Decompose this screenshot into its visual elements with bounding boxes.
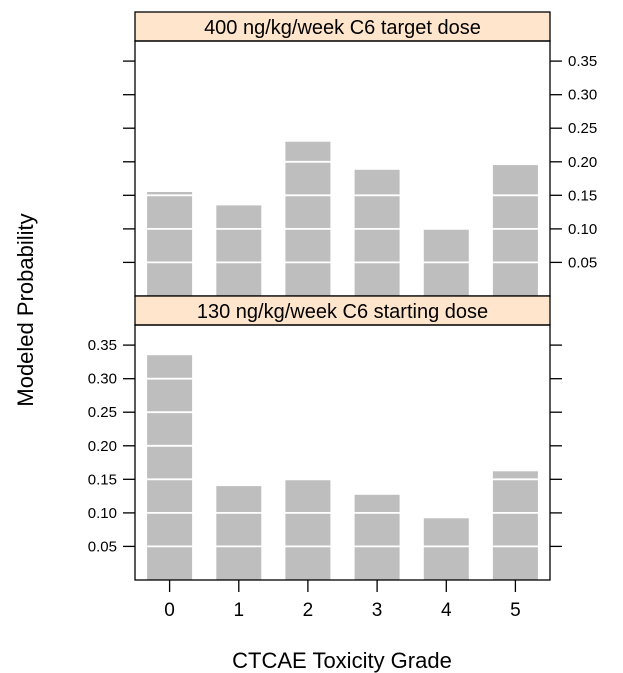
ytick-label-top-2: 0.15	[568, 187, 597, 204]
panel-bottom-title: 130 ng/kg/week C6 starting dose	[197, 301, 488, 323]
panel-bottom: 130 ng/kg/week C6 starting dose 0.05 0.10…	[88, 296, 562, 580]
ytick-label-top-1: 0.10	[568, 221, 597, 238]
ytick-label-bottom-0: 0.05	[88, 538, 117, 555]
bar-bottom-grade-2	[285, 479, 330, 580]
panel-top-frame	[135, 41, 550, 296]
panel-bottom-frame	[135, 325, 550, 580]
ytick-label-top-5: 0.30	[568, 87, 597, 104]
bar-top-grade-1	[216, 205, 261, 296]
xtick-label-3: 3	[372, 600, 383, 621]
xtick-label-1: 1	[234, 600, 245, 621]
bar-top-grade-5	[493, 165, 538, 296]
x-axis: 0 1 2 3 4 5	[164, 580, 520, 621]
ytick-label-top-0: 0.05	[568, 254, 597, 271]
xtick-label-5: 5	[510, 600, 521, 621]
y-axis-title: Modeled Probability	[13, 213, 38, 406]
bar-top-grade-0	[147, 192, 192, 296]
bar-top-grade-2	[285, 142, 330, 296]
ytick-label-top-3: 0.20	[568, 154, 597, 171]
bar-top-grade-3	[355, 170, 400, 296]
ytick-label-bottom-6: 0.35	[88, 337, 117, 354]
ytick-label-bottom-1: 0.10	[88, 505, 117, 522]
ytick-label-bottom-4: 0.25	[88, 404, 117, 421]
panel-top: 400 ng/kg/week C6 target dose 0.05 0.10 0.…	[123, 12, 597, 296]
ytick-label-top-4: 0.25	[568, 120, 597, 137]
xtick-label-4: 4	[441, 600, 452, 621]
xtick-label-2: 2	[303, 600, 314, 621]
bar-bottom-grade-5	[493, 471, 538, 580]
bar-bottom-grade-1	[216, 486, 261, 580]
xtick-label-0: 0	[164, 600, 175, 621]
x-axis-title: CTCAE Toxicity Grade	[232, 648, 452, 673]
panel-top-gridlines	[135, 61, 550, 262]
ytick-label-bottom-5: 0.30	[88, 371, 117, 388]
ytick-label-bottom-3: 0.20	[88, 438, 117, 455]
bar-bottom-grade-4	[424, 518, 469, 580]
panel-top-title: 400 ng/kg/week C6 target dose	[204, 17, 481, 39]
panel-bottom-gridlines	[135, 345, 550, 546]
bar-bottom-grade-3	[355, 495, 400, 580]
ytick-label-top-6: 0.35	[568, 53, 597, 70]
panel-top-bars	[147, 142, 538, 296]
ytick-label-bottom-2: 0.15	[88, 471, 117, 488]
